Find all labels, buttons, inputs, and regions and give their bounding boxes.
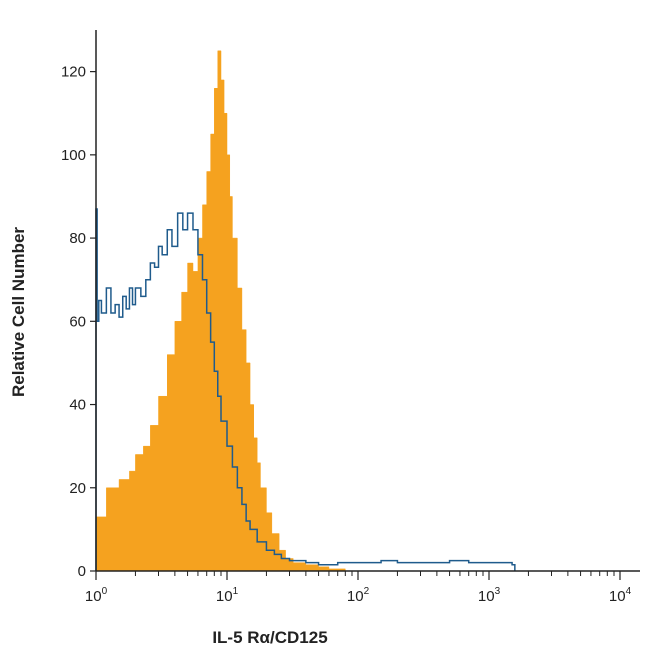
y-tick-label: 0 (78, 563, 86, 580)
x-tick-label: 103 (478, 586, 501, 605)
y-tick-label: 80 (69, 230, 86, 247)
x-tick-label: 102 (347, 586, 370, 605)
y-tick-label: 120 (61, 64, 86, 81)
plot-area (95, 50, 516, 572)
x-tick-label: 104 (609, 586, 632, 605)
y-tick-label: 40 (69, 397, 86, 414)
y-tick-label: 20 (69, 480, 86, 497)
y-axis-ticks: 0 20 40 60 80 100 120 (61, 64, 96, 580)
x-axis-ticks: 100 101 102 103 104 (85, 571, 632, 605)
filled-series-area (95, 50, 351, 572)
y-axis-title: Relative Cell Number (9, 227, 28, 397)
x-axis-title: IL-5 Rα/CD125 (212, 628, 327, 647)
y-tick-label: 100 (61, 147, 86, 164)
outline-series-line (95, 208, 516, 571)
x-tick-label: 101 (216, 586, 239, 605)
x-tick-label: 100 (85, 586, 108, 605)
outline-histogram-series (95, 208, 516, 571)
filled-histogram-series (95, 50, 351, 572)
y-tick-label: 60 (69, 313, 86, 330)
